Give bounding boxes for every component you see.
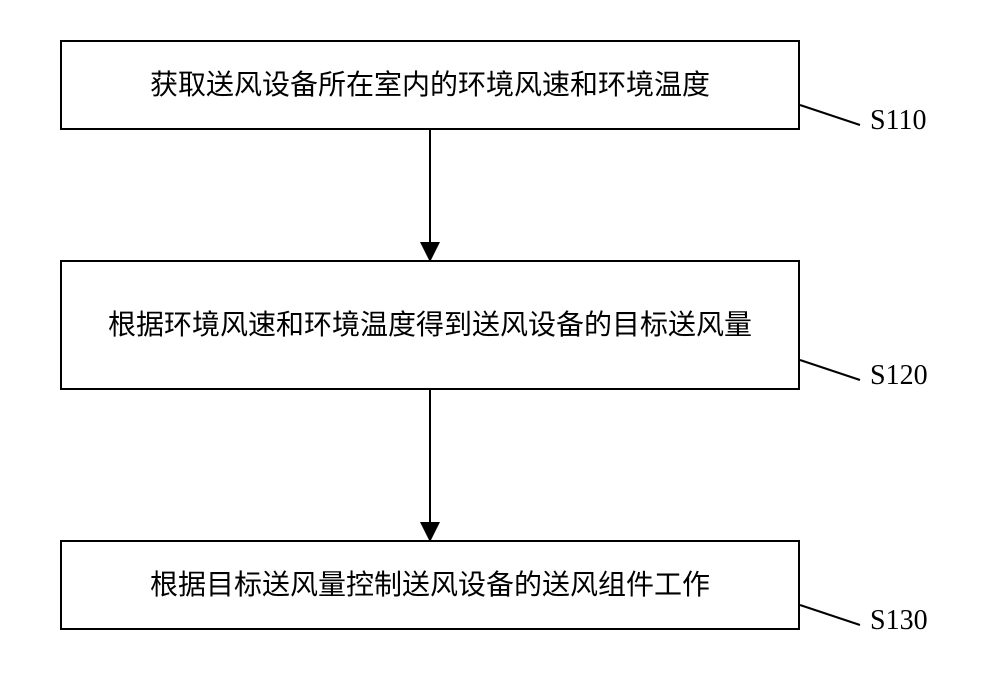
flowchart-canvas: 获取送风设备所在室内的环境风速和环境温度 S110 根据环境风速和环境温度得到送… <box>0 0 1000 698</box>
label-connector-3 <box>0 0 1000 698</box>
step-label-s130: S130 <box>870 605 928 637</box>
